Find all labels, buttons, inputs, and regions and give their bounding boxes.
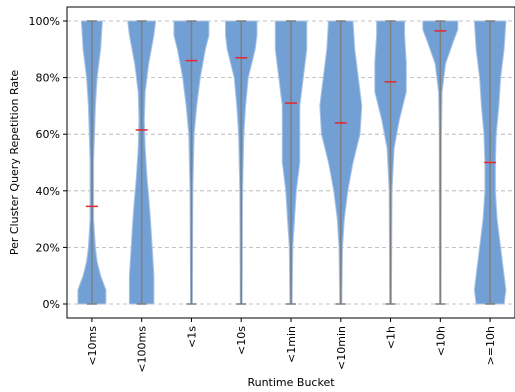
x-tick-label: <1min xyxy=(285,326,298,363)
y-tick-label: 100% xyxy=(29,15,60,28)
x-tick-label: <10s xyxy=(235,326,248,355)
x-tick-label: >=10h xyxy=(484,326,497,365)
y-tick-label: 0% xyxy=(43,298,60,311)
x-tick-label: <10h xyxy=(434,326,447,356)
x-axis-label: Runtime Bucket xyxy=(247,376,335,389)
y-tick-label: 60% xyxy=(36,128,60,141)
x-tick-label: <100ms xyxy=(136,326,149,373)
x-tick-label: <10min xyxy=(335,326,348,370)
y-axis-label: Per Cluster Query Repetition Rate xyxy=(8,70,21,256)
violins xyxy=(77,20,507,305)
y-axis-ticks: 0% 20% 40% 60% 80% 100% xyxy=(29,15,67,311)
x-tick-label: <1s xyxy=(185,326,198,348)
y-tick-label: 20% xyxy=(36,241,60,254)
x-tick-label: <10ms xyxy=(86,326,99,366)
y-tick-label: 40% xyxy=(36,185,60,198)
x-tick-label: <1h xyxy=(385,326,398,349)
x-axis-ticks: <10ms <100ms <1s <10s <1min <10min <1h <10h >=10… xyxy=(86,318,497,373)
y-tick-label: 80% xyxy=(36,72,60,85)
